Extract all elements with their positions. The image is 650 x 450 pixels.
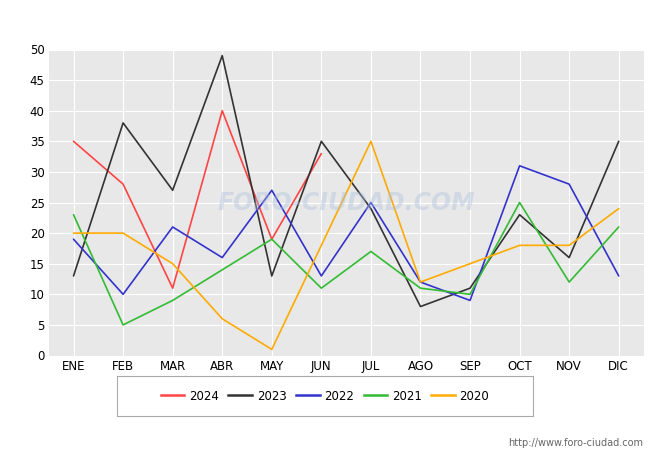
Text: FORO-CIUDAD.COM: FORO-CIUDAD.COM	[217, 190, 475, 215]
Text: Matriculaciones de Vehiculos en Viator: Matriculaciones de Vehiculos en Viator	[170, 13, 480, 28]
Text: http://www.foro-ciudad.com: http://www.foro-ciudad.com	[508, 438, 644, 448]
Legend: 2024, 2023, 2022, 2021, 2020: 2024, 2023, 2022, 2021, 2020	[157, 386, 493, 406]
